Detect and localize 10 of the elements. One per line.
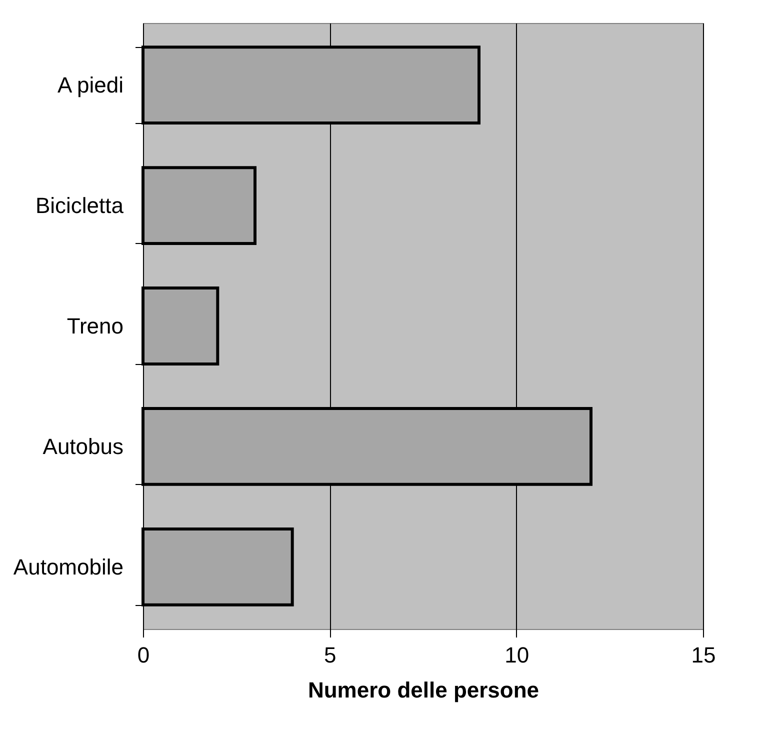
y-tick-label: Bicicletta [35, 193, 124, 218]
x-tick-label: 5 [324, 642, 336, 668]
y-tick-label: Automobile [13, 554, 124, 580]
y-tick-label: Treno [66, 314, 124, 338]
y-tick-label: Autobus [42, 434, 124, 459]
x-axis-title: Numero delle persone [308, 678, 540, 702]
x-tick-label: 15 [691, 642, 716, 668]
x-tick-label: 0 [137, 642, 150, 668]
y-tick-label: A piedi [57, 72, 124, 98]
x-tick-label: 10 [504, 642, 530, 668]
